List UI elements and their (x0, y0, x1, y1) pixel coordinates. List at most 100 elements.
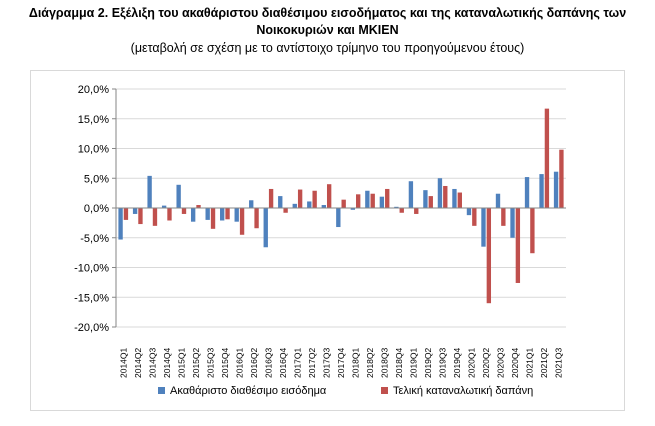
y-tick-label: -20,0% (74, 322, 109, 334)
bar-consumption (341, 199, 346, 208)
bar-consumption (254, 208, 259, 229)
bar-income (336, 208, 341, 228)
bar-income (524, 177, 530, 208)
legend-label: Ακαθάριστο διαθέσιμο εισόδημα (170, 385, 327, 397)
bar-consumption (559, 149, 564, 208)
bar-income (423, 190, 428, 208)
x-tick-label: 2016Q3 (263, 347, 273, 378)
bar-income (495, 193, 501, 208)
x-tick-label: 2015Q4 (220, 347, 230, 378)
bar-income (437, 178, 443, 208)
bar-income (350, 208, 356, 210)
bar-consumption (297, 189, 303, 208)
bar-consumption (312, 190, 317, 208)
bar-income (553, 171, 559, 208)
x-tick-label: 2016Q4 (278, 347, 288, 378)
bar-income (176, 184, 181, 208)
bar-income (365, 190, 370, 208)
x-tick-label: 2020Q4 (510, 347, 520, 378)
chart-title: Διάγραμμα 2. Εξέλιξη του ακαθάριστου δια… (0, 5, 655, 39)
bar-consumption (385, 188, 390, 208)
x-tick-label: 2017Q4 (336, 347, 346, 378)
bar-consumption (152, 208, 158, 226)
y-tick-label: 20,0% (78, 84, 109, 96)
bar-consumption (515, 208, 521, 283)
x-tick-label: 2019Q3 (438, 347, 448, 378)
bar-income (263, 208, 268, 248)
x-tick-label: 2018Q1 (351, 347, 361, 378)
bar-consumption (472, 208, 477, 226)
bar-income (161, 205, 167, 208)
x-tick-label: 2017Q1 (292, 347, 302, 378)
bar-consumption (283, 208, 288, 213)
x-tick-label: 2019Q1 (409, 347, 419, 378)
y-tick-label: -5,0% (80, 233, 109, 245)
bar-consumption (530, 208, 535, 254)
chart-subtitle: (μεταβολή σε σχέση με το αντίστοιχο τρίμ… (130, 41, 525, 55)
bar-income (132, 208, 138, 214)
legend-label: Τελική καταναλωτική δαπάνη (393, 385, 533, 397)
x-tick-label: 2015Q3 (205, 347, 215, 378)
y-tick-label: 0,0% (84, 203, 109, 215)
bar-consumption (181, 208, 187, 214)
bar-consumption (326, 184, 332, 208)
x-tick-label: 2014Q4 (162, 347, 172, 378)
x-tick-label: 2020Q1 (467, 347, 477, 378)
x-tick-label: 2015Q1 (176, 347, 186, 378)
x-tick-label: 2018Q2 (365, 347, 375, 378)
bar-income (220, 208, 225, 221)
bar-consumption (210, 208, 216, 229)
bar-consumption (167, 208, 172, 221)
x-tick-label: 2017Q3 (321, 347, 331, 378)
bar-consumption (370, 193, 375, 208)
bar-income (452, 188, 457, 208)
x-tick-label: 2019Q2 (423, 347, 433, 378)
bar-consumption (123, 208, 129, 220)
x-tick-label: 2018Q3 (380, 347, 390, 378)
bar-income (408, 181, 414, 208)
bar-consumption (501, 208, 506, 226)
bar-income (307, 201, 312, 208)
bar-consumption (239, 208, 245, 235)
bar-consumption (457, 192, 462, 208)
bar-income (249, 200, 254, 208)
y-tick-label: 5,0% (84, 173, 109, 185)
bar-income (190, 208, 196, 222)
bar-consumption (443, 185, 448, 208)
x-tick-label: 2018Q4 (394, 347, 404, 378)
y-tick-label: 10,0% (78, 144, 109, 156)
bar-income (321, 205, 326, 208)
bar-consumption (428, 196, 433, 208)
bar-income (205, 208, 210, 220)
legend-swatch (381, 387, 388, 394)
bar-consumption (399, 208, 404, 213)
bar-consumption (486, 208, 492, 304)
chart-frame (30, 70, 625, 411)
bar-income (466, 208, 472, 216)
bar-income (510, 208, 515, 238)
y-tick-label: -10,0% (74, 263, 109, 275)
y-tick-label: -15,0% (74, 292, 109, 304)
bar-income (278, 196, 283, 208)
x-tick-label: 2014Q2 (133, 347, 143, 378)
bar-consumption (196, 205, 201, 208)
bar-consumption (268, 188, 274, 208)
bar-consumption (356, 194, 361, 208)
chart-title-line1: Διάγραμμα 2. Εξέλιξη του ακαθάριστου δια… (28, 6, 627, 20)
bar-income (292, 203, 297, 208)
bar-income (539, 174, 544, 208)
bar-consumption (138, 208, 143, 225)
bar-consumption (225, 208, 230, 220)
legend-swatch (158, 387, 165, 394)
x-tick-label: 2014Q1 (118, 347, 128, 378)
x-tick-label: 2014Q3 (147, 347, 157, 378)
x-tick-label: 2015Q2 (191, 347, 201, 378)
x-tick-label: 2021Q1 (525, 347, 535, 378)
y-tick-label: 15,0% (78, 114, 109, 126)
x-tick-label: 2020Q2 (481, 347, 491, 378)
bar-consumption (414, 208, 419, 214)
bar-consumption (544, 108, 550, 208)
chart-title-line2: Νοικοκυριών και ΜΚΙΕΝ (256, 23, 399, 37)
x-tick-label: 2016Q2 (249, 347, 259, 378)
